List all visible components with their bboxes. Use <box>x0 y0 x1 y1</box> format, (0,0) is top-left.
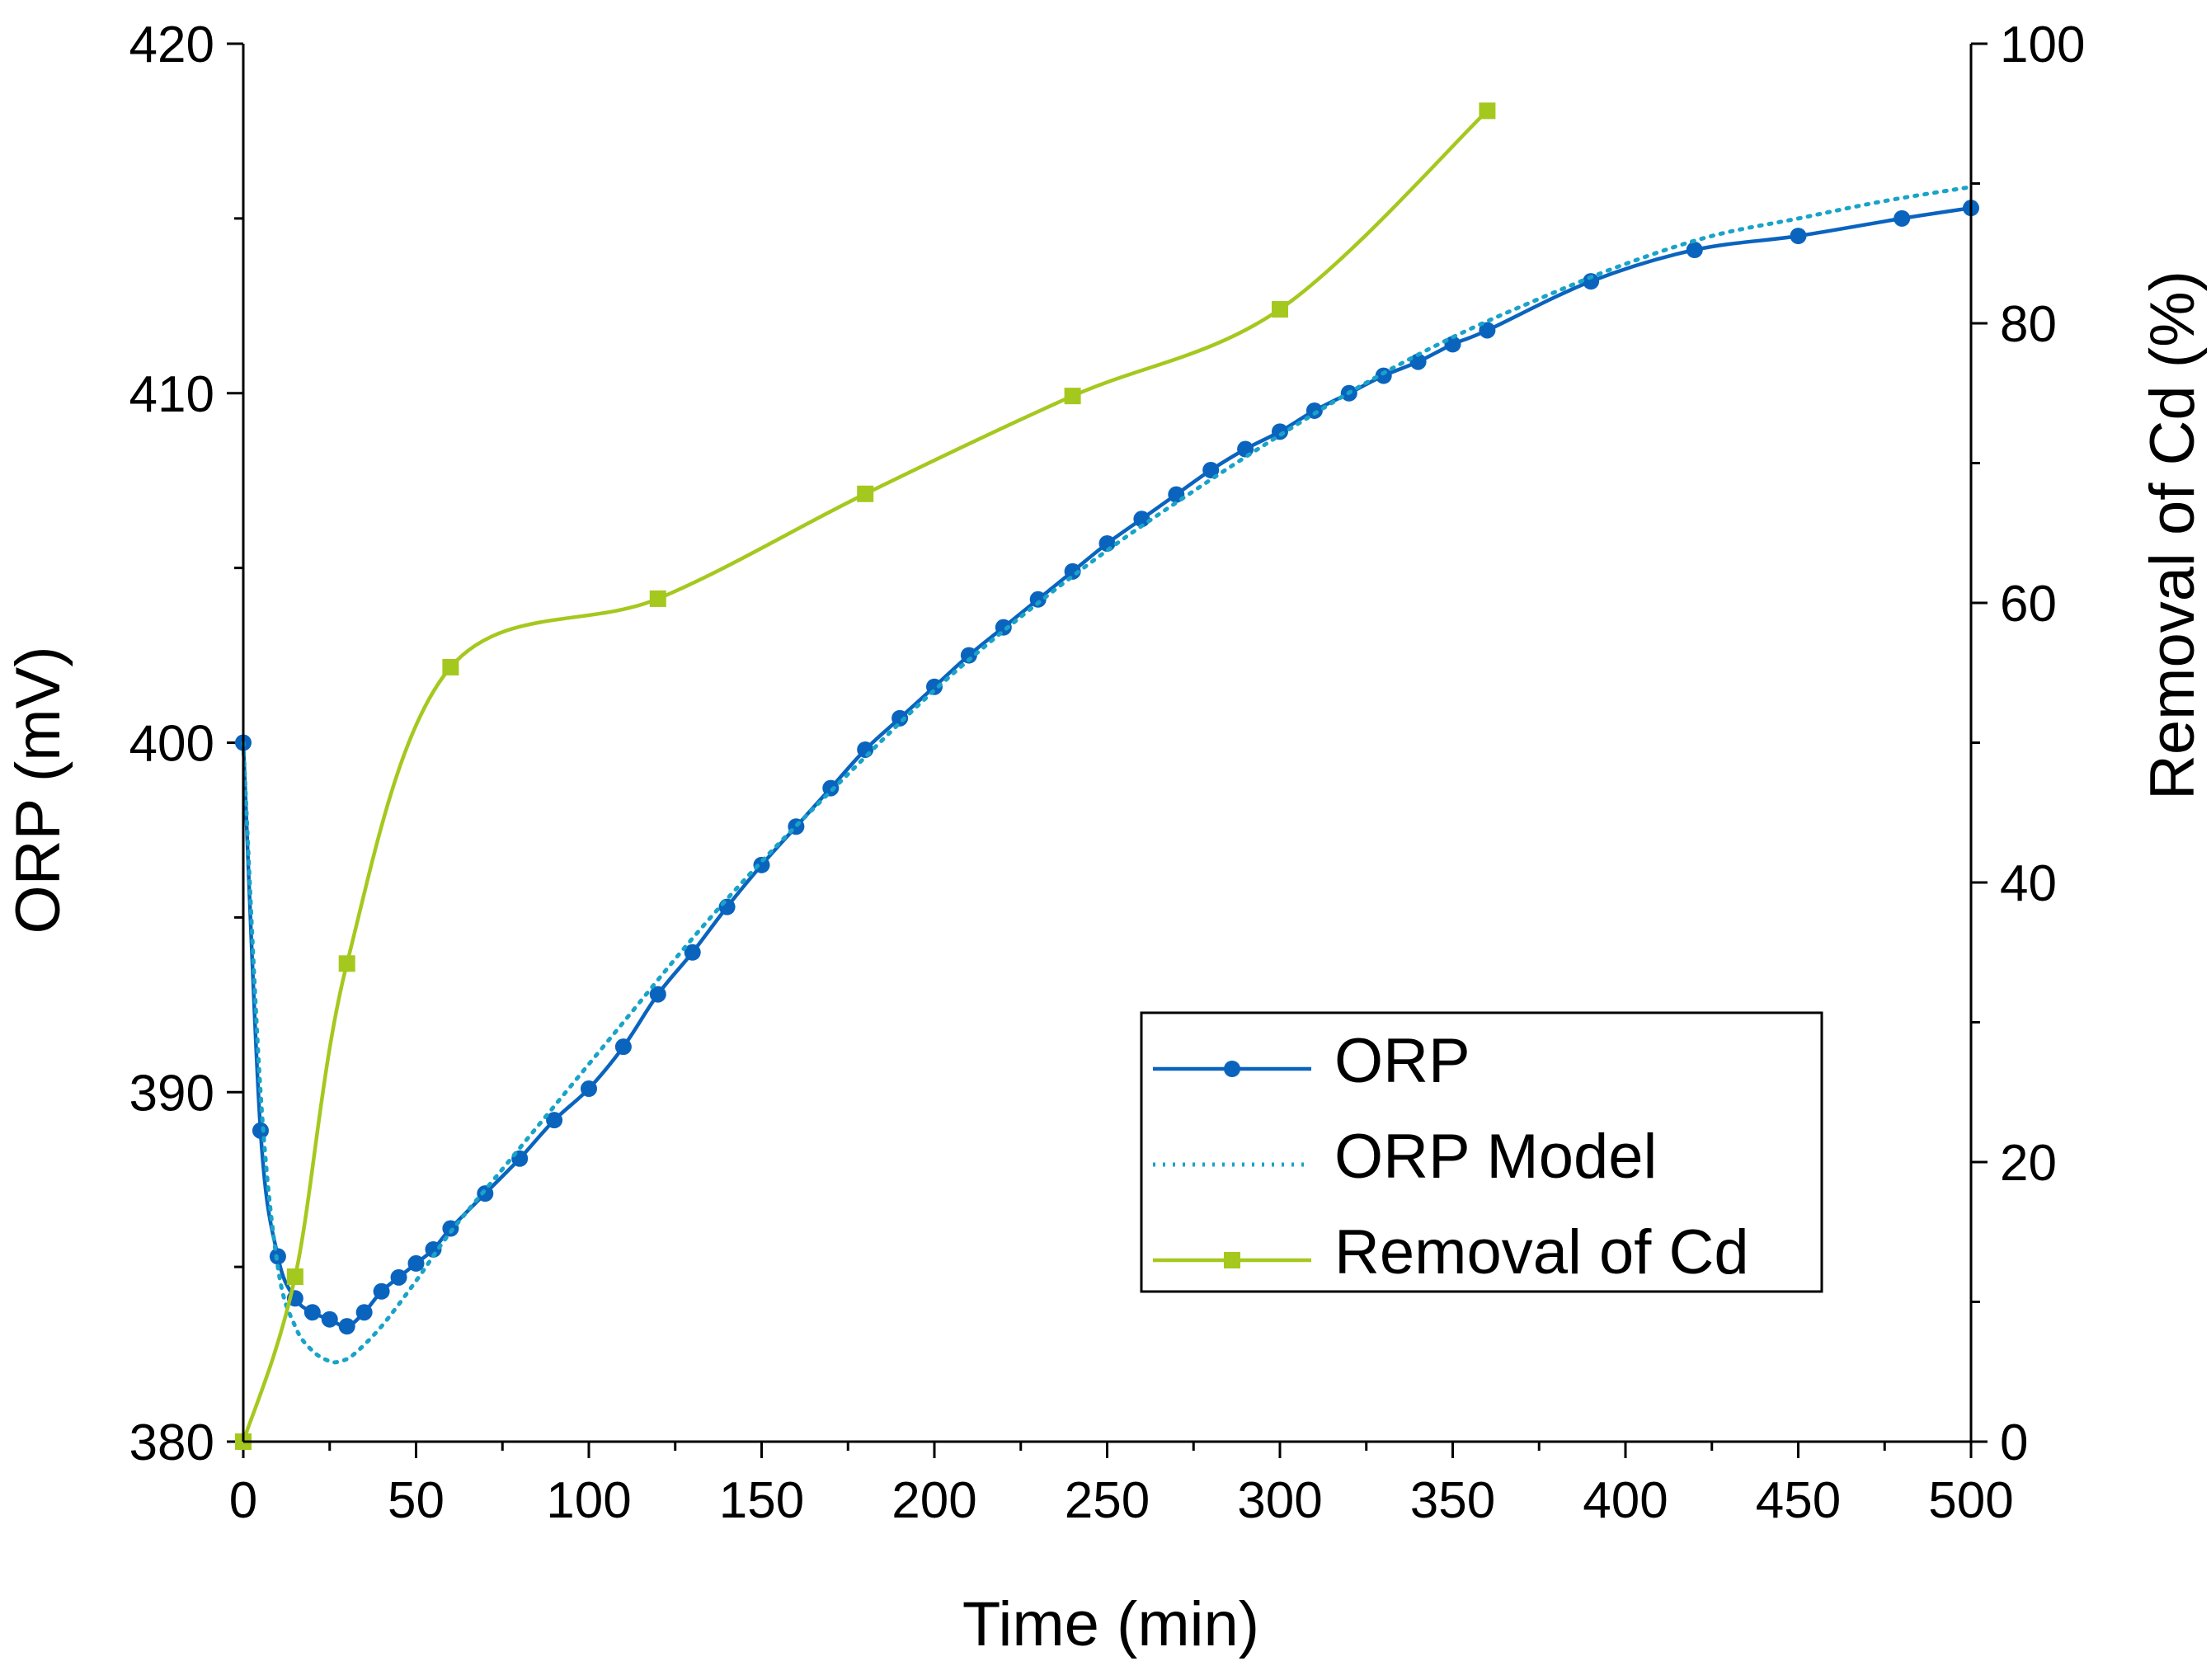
x-tick-label: 150 <box>719 1472 804 1529</box>
legend-box <box>1140 1011 1823 1293</box>
data-point-orp <box>1305 402 1323 419</box>
data-point-orp <box>546 1112 563 1129</box>
legend-marker-orp <box>1224 1061 1240 1077</box>
y2-axis-title: Removal of Cd (%) <box>2138 271 2208 800</box>
data-point-orp <box>1790 228 1807 245</box>
data-point-orp <box>891 709 909 727</box>
data-point-orp <box>1202 461 1220 478</box>
y2-tick-label: 100 <box>2000 16 2085 73</box>
data-point-orp <box>303 1304 321 1321</box>
data-point-orp <box>407 1254 425 1272</box>
data-point-orp <box>995 619 1012 636</box>
data-point-orp <box>1029 591 1047 608</box>
data-point-orp <box>373 1282 390 1300</box>
data-point-orp <box>1686 242 1703 259</box>
y-tick-label: 380 <box>129 1414 214 1471</box>
data-point-orp <box>338 1318 355 1335</box>
data-point-orp <box>1133 511 1150 528</box>
data-point-orp <box>718 898 736 915</box>
data-point-orp <box>684 944 701 961</box>
data-point-orp <box>960 647 977 664</box>
x-tick-label: 50 <box>388 1472 445 1529</box>
x-tick-label: 200 <box>891 1472 976 1529</box>
y-tick-label: 400 <box>129 716 214 773</box>
data-point-orp <box>581 1080 597 1098</box>
y2-tick-label: 60 <box>2000 576 2057 633</box>
y-tick-label: 410 <box>129 366 214 423</box>
data-point-orp <box>926 678 943 695</box>
data-point-orp <box>1409 353 1427 370</box>
data-point-removal-of-cd <box>649 590 666 607</box>
data-point-orp <box>1444 336 1461 353</box>
data-point-removal-of-cd <box>857 485 874 502</box>
data-point-orp <box>390 1268 407 1286</box>
data-point-orp <box>1479 322 1496 339</box>
data-point-orp <box>1375 367 1392 384</box>
y2-tick-label: 80 <box>2000 296 2057 353</box>
legend-label-removal-cd: Removal of Cd <box>1334 1217 1749 1287</box>
y2-tick-label: 40 <box>2000 855 2057 912</box>
y-tick-label: 390 <box>129 1065 214 1122</box>
data-point-removal-of-cd <box>286 1268 303 1285</box>
data-point-orp <box>649 986 666 1003</box>
x-tick-label: 300 <box>1237 1472 1322 1529</box>
data-point-removal-of-cd <box>1272 301 1288 318</box>
data-point-orp <box>1272 423 1288 440</box>
y-axis-title: ORP (mV) <box>3 646 73 934</box>
data-point-removal-of-cd <box>442 658 459 675</box>
series-line-orp-model <box>241 185 1973 1365</box>
y-tick-label: 420 <box>129 16 214 73</box>
data-point-orp <box>425 1240 442 1258</box>
legend-marker-removal-of-cd <box>1224 1252 1240 1268</box>
data-point-removal-of-cd <box>338 955 355 972</box>
x-tick-label: 450 <box>1756 1472 1841 1529</box>
data-point-orp <box>252 1122 269 1139</box>
data-point-orp <box>1893 209 1911 227</box>
x-tick-label: 100 <box>546 1472 631 1529</box>
data-point-orp <box>753 856 770 873</box>
x-axis-title: Time (min) <box>962 1589 1259 1659</box>
data-point-orp <box>1064 562 1081 580</box>
x-tick-label: 350 <box>1410 1472 1495 1529</box>
data-point-orp <box>355 1304 373 1321</box>
data-point-removal-of-cd <box>1479 102 1496 120</box>
x-tick-label: 250 <box>1065 1472 1150 1529</box>
y2-tick-label: 20 <box>2000 1135 2057 1192</box>
y2-tick-label: 0 <box>2000 1414 2028 1471</box>
data-point-removal-of-cd <box>1064 388 1081 405</box>
data-point-orp <box>442 1220 459 1237</box>
x-tick-label: 400 <box>1583 1472 1668 1529</box>
data-point-orp <box>321 1311 338 1328</box>
legend: ORP ORP Model Removal of Cd <box>1140 1011 1823 1293</box>
x-tick-label: 0 <box>229 1472 257 1529</box>
data-point-orp <box>477 1185 494 1202</box>
legend-label-orp: ORP <box>1334 1026 1470 1096</box>
legend-label-orp-model: ORP Model <box>1334 1122 1657 1192</box>
data-point-orp <box>1583 273 1600 290</box>
data-point-orp <box>857 741 874 758</box>
x-tick-label: 500 <box>1928 1472 2013 1529</box>
data-point-orp <box>614 1038 632 1056</box>
data-point-orp <box>822 779 840 797</box>
